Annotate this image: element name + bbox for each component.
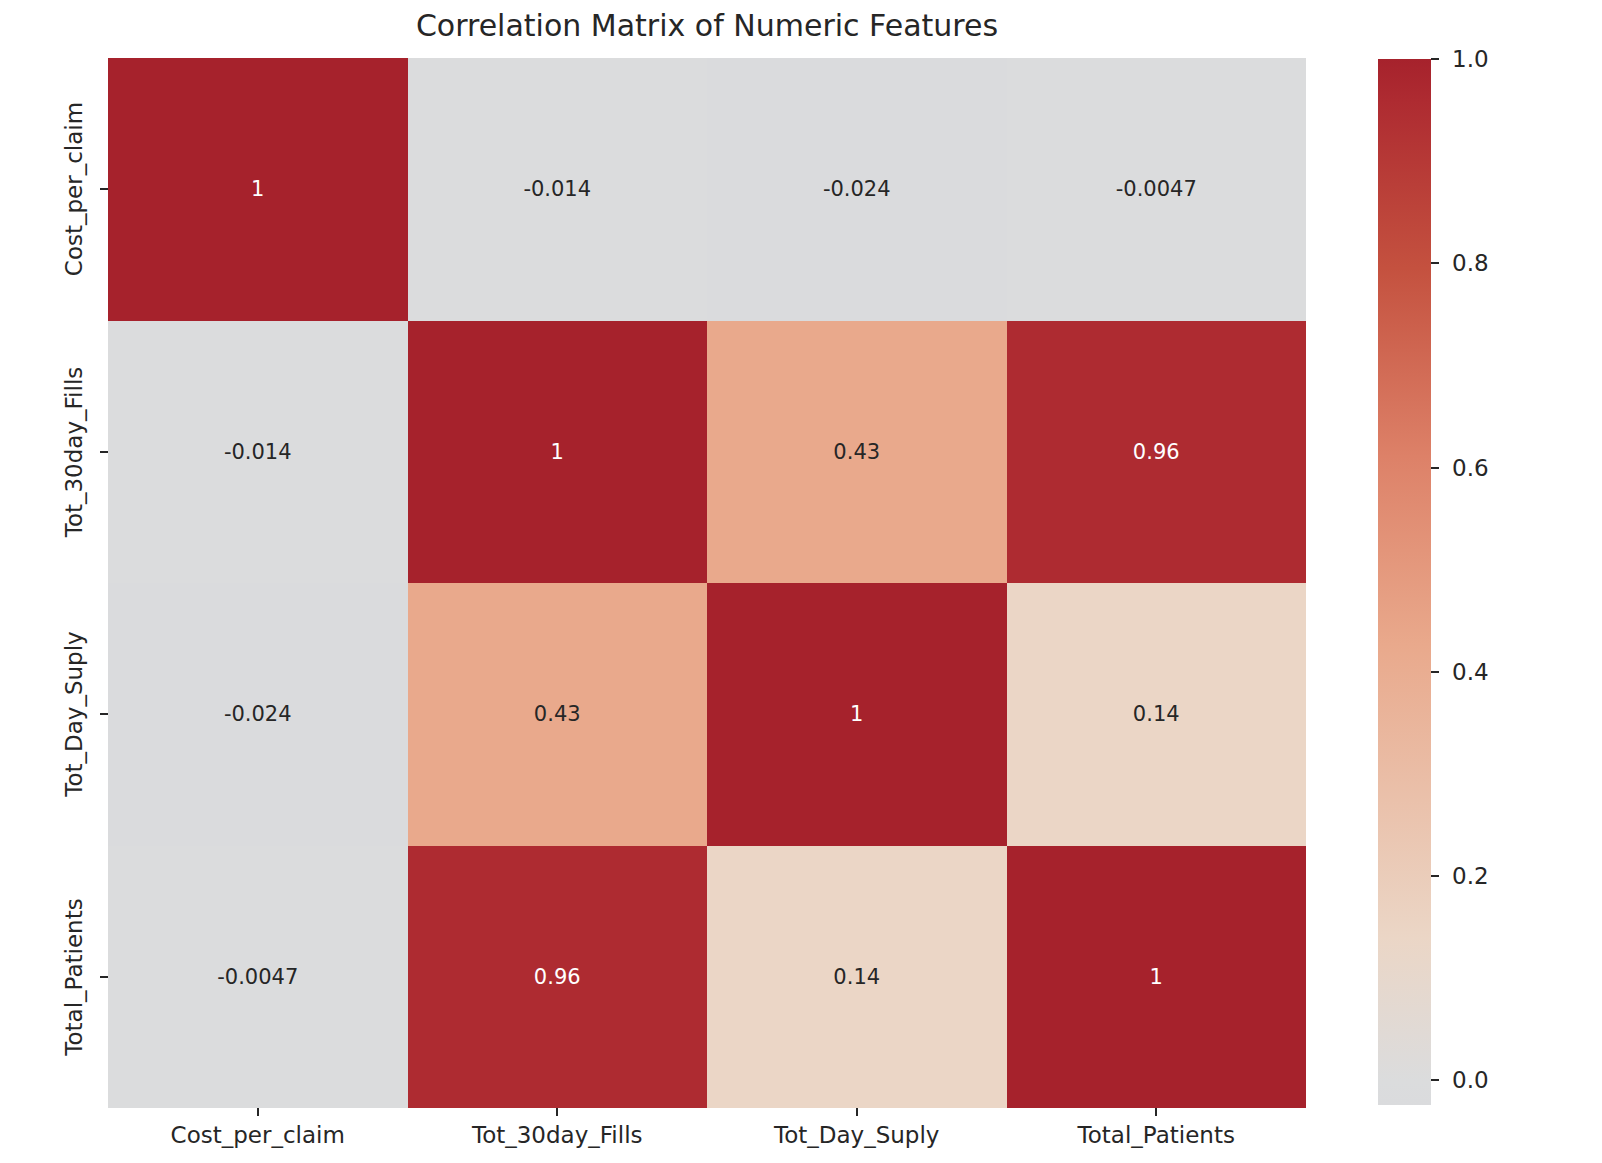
y-tick-label-Cost_per_claim: Cost_per_claim <box>61 102 87 276</box>
heatmap-cell-Total_Patients-Tot_30day_Fills: 0.96 <box>408 846 708 1109</box>
heatmap-cell-Tot_Day_Suply-Cost_per_claim: -0.024 <box>108 583 408 846</box>
heatmap-cell-Cost_per_claim-Total_Patients: -0.0047 <box>1007 58 1307 321</box>
heatmap-cell-Tot_Day_Suply-Tot_Day_Suply: 1 <box>707 583 1007 846</box>
heatmap-cell-Total_Patients-Tot_Day_Suply: 0.14 <box>707 846 1007 1109</box>
colorbar-tick-label-0.4: 0.4 <box>1452 659 1489 685</box>
y-tick-label-Tot_30day_Fills: Tot_30day_Fills <box>61 366 87 537</box>
heatmap-cell-Tot_30day_Fills-Cost_per_claim: -0.014 <box>108 321 408 584</box>
colorbar-tick-label-0.2: 0.2 <box>1452 863 1489 889</box>
x-tick-label-Tot_30day_Fills: Tot_30day_Fills <box>472 1122 643 1148</box>
colorbar-tick-mark <box>1431 671 1439 673</box>
x-tick-label-Tot_Day_Suply: Tot_Day_Suply <box>774 1122 939 1148</box>
heatmap-cell-Tot_Day_Suply-Tot_30day_Fills: 0.43 <box>408 583 708 846</box>
heatmap-grid: 1-0.014-0.024-0.0047-0.01410.430.96-0.02… <box>108 58 1306 1108</box>
heatmap-cell-Cost_per_claim-Cost_per_claim: 1 <box>108 58 408 321</box>
heatmap-cell-Total_Patients-Cost_per_claim: -0.0047 <box>108 846 408 1109</box>
colorbar-tick-mark <box>1431 58 1439 60</box>
x-tick-label-Total_Patients: Total_Patients <box>1078 1122 1235 1148</box>
heatmap-cell-Tot_30day_Fills-Total_Patients: 0.96 <box>1007 321 1307 584</box>
colorbar-tick-mark <box>1431 262 1439 264</box>
colorbar-tick-mark <box>1431 875 1439 877</box>
y-tick-mark <box>100 188 108 190</box>
y-tick-label-Tot_Day_Suply: Tot_Day_Suply <box>61 632 87 797</box>
y-tick-label-Total_Patients: Total_Patients <box>61 898 87 1055</box>
x-tick-mark <box>257 1108 259 1116</box>
y-tick-mark <box>100 451 108 453</box>
x-tick-mark <box>556 1108 558 1116</box>
x-tick-mark <box>856 1108 858 1116</box>
x-tick-mark <box>1155 1108 1157 1116</box>
colorbar-tick-label-0.0: 0.0 <box>1452 1067 1489 1093</box>
colorbar-tick-label-0.6: 0.6 <box>1452 455 1489 481</box>
heatmap-cell-Tot_30day_Fills-Tot_30day_Fills: 1 <box>408 321 708 584</box>
heatmap-cell-Cost_per_claim-Tot_Day_Suply: -0.024 <box>707 58 1007 321</box>
colorbar-tick-mark <box>1431 1079 1439 1081</box>
heatmap-cell-Tot_30day_Fills-Tot_Day_Suply: 0.43 <box>707 321 1007 584</box>
chart-title: Correlation Matrix of Numeric Features <box>108 8 1306 43</box>
y-tick-mark <box>100 976 108 978</box>
heatmap-cell-Tot_Day_Suply-Total_Patients: 0.14 <box>1007 583 1307 846</box>
heatmap-cell-Total_Patients-Total_Patients: 1 <box>1007 846 1307 1109</box>
y-tick-mark <box>100 713 108 715</box>
colorbar-tick-mark <box>1431 467 1439 469</box>
colorbar-tick-label-0.8: 0.8 <box>1452 250 1489 276</box>
heatmap-cell-Cost_per_claim-Tot_30day_Fills: -0.014 <box>408 58 708 321</box>
colorbar-tick-label-1.0: 1.0 <box>1452 46 1489 72</box>
correlation-heatmap-figure: Correlation Matrix of Numeric Features 1… <box>0 0 1602 1163</box>
colorbar <box>1378 59 1431 1105</box>
x-tick-label-Cost_per_claim: Cost_per_claim <box>171 1122 345 1148</box>
